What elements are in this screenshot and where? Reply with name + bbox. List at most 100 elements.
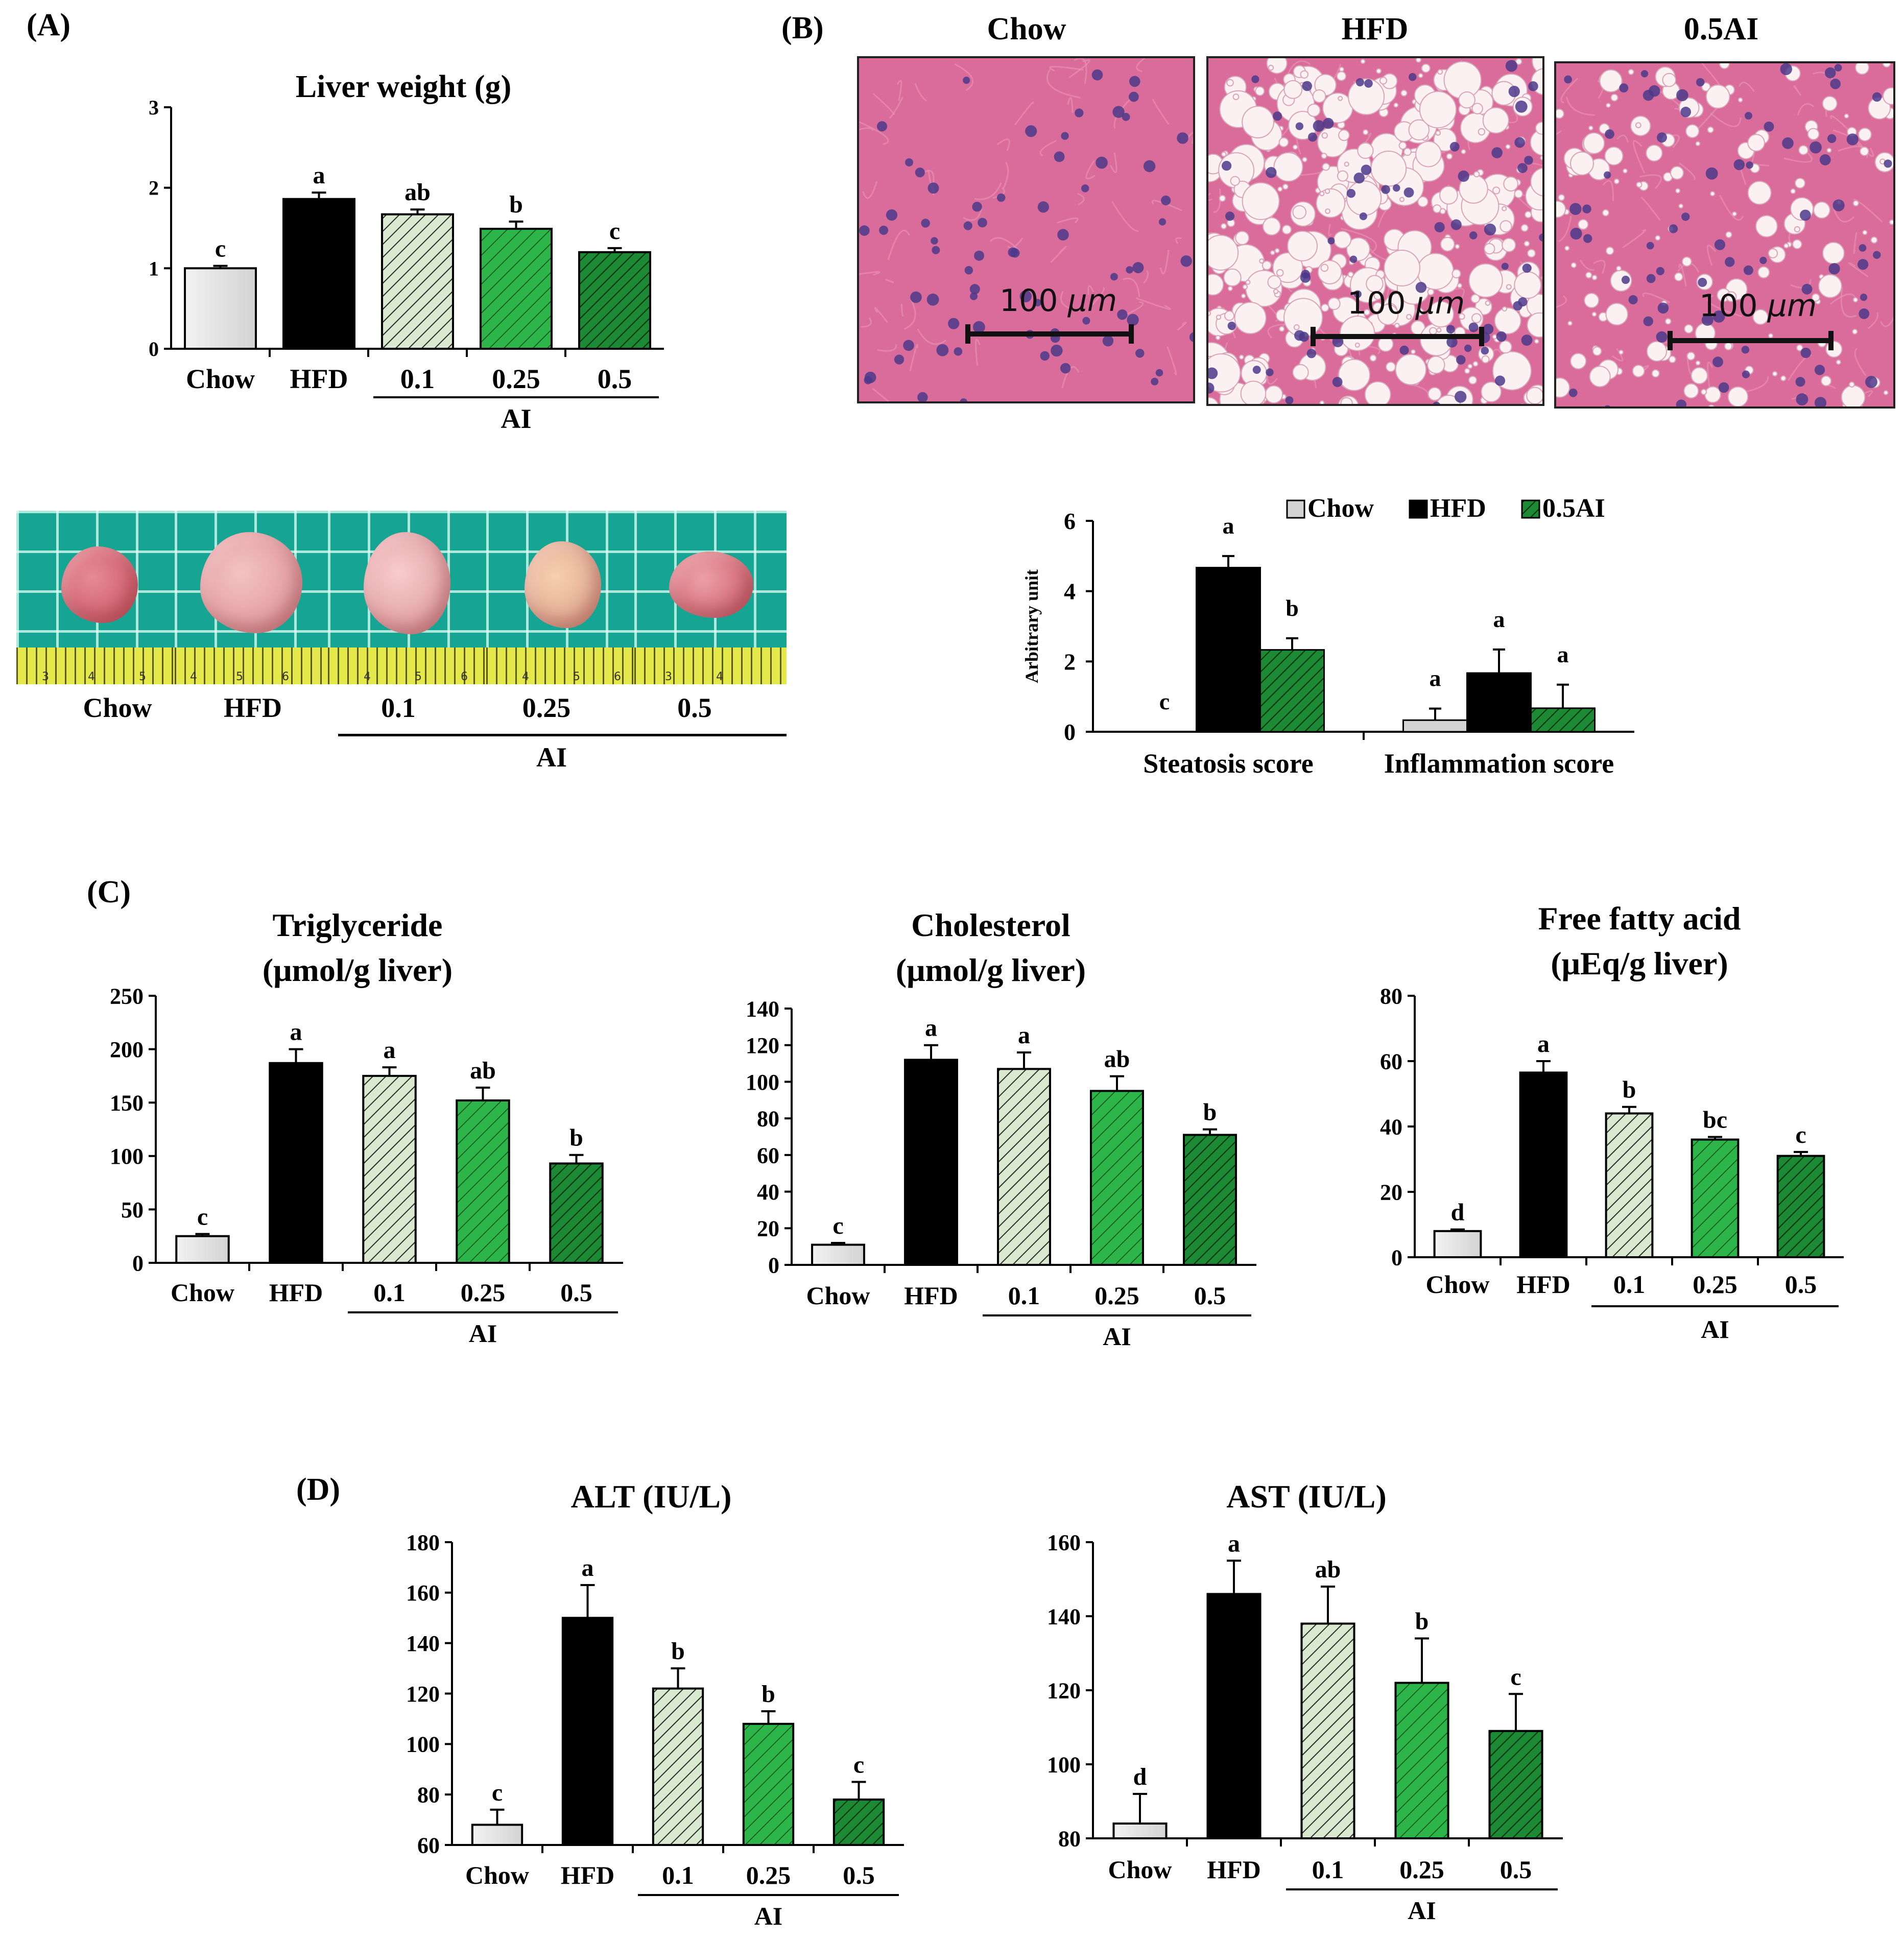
cell-nucleus bbox=[1456, 355, 1466, 365]
cell-nucleus bbox=[964, 266, 973, 275]
significance-letter: a bbox=[1493, 606, 1505, 632]
lipid-vacuole bbox=[1300, 70, 1308, 79]
cell-nucleus bbox=[1605, 129, 1614, 139]
lipid-vacuole bbox=[1220, 223, 1227, 230]
tissue-fiber bbox=[1060, 291, 1080, 311]
ai-label: AI bbox=[469, 1319, 497, 1348]
cell-nucleus bbox=[1189, 332, 1193, 342]
cell-nucleus bbox=[1034, 299, 1041, 307]
lipid-vacuole bbox=[1321, 303, 1329, 312]
lipid-vacuole bbox=[1701, 82, 1711, 92]
lipid-vacuole bbox=[1527, 312, 1542, 338]
lipid-vacuole bbox=[1470, 294, 1480, 304]
x-tick-label: HFD bbox=[290, 364, 348, 394]
cell-nucleus bbox=[1800, 347, 1811, 358]
cell-nucleus bbox=[1393, 184, 1400, 192]
lipid-vacuole bbox=[1369, 354, 1377, 362]
cell-nucleus bbox=[1057, 229, 1069, 241]
cell-nucleus bbox=[1656, 331, 1668, 343]
lipid-vacuole bbox=[1242, 106, 1274, 138]
lipid-vacuole bbox=[1616, 266, 1622, 272]
cell-nucleus bbox=[894, 354, 905, 365]
tissue-fiber bbox=[1719, 195, 1744, 221]
tissue-fiber bbox=[1110, 152, 1117, 173]
tissue-fiber bbox=[1123, 277, 1140, 297]
cell-nucleus bbox=[1251, 75, 1259, 83]
cell-nucleus bbox=[1810, 141, 1822, 154]
cell-nucleus bbox=[1469, 231, 1478, 239]
cell-nucleus bbox=[1568, 388, 1578, 397]
cell-nucleus bbox=[1355, 78, 1364, 87]
lipid-vacuole bbox=[1393, 102, 1399, 108]
cell-nucleus bbox=[1346, 188, 1356, 198]
lipid-vacuole bbox=[1421, 63, 1431, 73]
lipid-vacuole bbox=[1889, 219, 1893, 225]
lipid-vacuole bbox=[1882, 63, 1891, 68]
tissue-fiber bbox=[859, 121, 889, 145]
cell-nucleus bbox=[1712, 310, 1725, 323]
photo-label-chow: Chow bbox=[83, 692, 152, 723]
y-tick-label: 20 bbox=[757, 1216, 779, 1241]
significance-letter: a bbox=[290, 1019, 302, 1046]
cell-nucleus bbox=[1515, 100, 1528, 113]
histology-image-hfd: 100 μm bbox=[1206, 56, 1544, 406]
lipid-vacuole bbox=[1410, 349, 1416, 354]
tissue-fiber bbox=[996, 138, 1010, 151]
lipid-vacuole bbox=[1780, 375, 1787, 381]
cell-nucleus bbox=[1746, 161, 1753, 169]
tissue-fiber bbox=[885, 279, 894, 283]
cell-nucleus bbox=[1628, 295, 1638, 305]
cell-nucleus bbox=[927, 182, 939, 194]
y-tick-label: 20 bbox=[1380, 1180, 1402, 1205]
lipid-vacuole bbox=[1415, 307, 1424, 316]
y-tick-label: 2 bbox=[1064, 649, 1076, 675]
lipid-vacuole bbox=[1227, 285, 1233, 292]
significance-letter: c bbox=[609, 218, 620, 245]
cell-nucleus bbox=[1814, 397, 1827, 406]
bar bbox=[1090, 1090, 1144, 1266]
tissue-fiber bbox=[1208, 192, 1212, 201]
cell-nucleus bbox=[1564, 75, 1572, 84]
cell-nucleus bbox=[963, 221, 972, 230]
lipid-vacuole bbox=[1499, 340, 1512, 354]
cell-nucleus bbox=[1759, 256, 1767, 265]
tissue-fiber bbox=[1852, 138, 1874, 157]
tissue-fiber bbox=[861, 317, 872, 328]
lipid-vacuole bbox=[1724, 342, 1733, 351]
lipid-vacuole bbox=[1364, 381, 1391, 404]
cell-nucleus bbox=[1518, 297, 1528, 307]
cell-nucleus bbox=[886, 209, 898, 221]
x-tick-label: Chow bbox=[1108, 1855, 1172, 1884]
chart-title: (μEq/g liver) bbox=[1551, 945, 1728, 981]
tissue-fiber bbox=[900, 304, 904, 317]
tissue-fiber bbox=[1067, 97, 1074, 113]
cell-nucleus bbox=[1364, 79, 1373, 88]
lipid-vacuole bbox=[1524, 210, 1532, 219]
tissue-fiber bbox=[963, 208, 983, 221]
lipid-vacuole bbox=[1704, 386, 1721, 403]
lipid-vacuole bbox=[1502, 306, 1508, 312]
lipid-vacuole bbox=[1324, 188, 1330, 194]
bar bbox=[175, 1235, 230, 1264]
tissue-fiber bbox=[1797, 103, 1815, 116]
cell-nucleus bbox=[1834, 64, 1842, 71]
tissue-fiber bbox=[1616, 134, 1629, 143]
lipid-vacuole bbox=[1319, 191, 1325, 197]
bar bbox=[456, 1099, 510, 1264]
cell-nucleus bbox=[936, 344, 949, 356]
lipid-vacuole bbox=[1505, 144, 1511, 150]
significance-letter: ab bbox=[1104, 1046, 1130, 1073]
cell-nucleus bbox=[1252, 366, 1261, 374]
x-tick-label: Chow bbox=[806, 1281, 870, 1310]
chart-title: (μmol/g liver) bbox=[263, 952, 453, 988]
x-tick-label: 0.5 bbox=[1785, 1270, 1817, 1299]
lipid-vacuole bbox=[1293, 324, 1300, 330]
lipid-vacuole bbox=[1360, 59, 1366, 64]
lipid-vacuole bbox=[1346, 237, 1370, 261]
x-tick-label: 0.5 bbox=[560, 1278, 592, 1307]
lipid-vacuole bbox=[1451, 269, 1461, 279]
significance-letter: c bbox=[832, 1212, 843, 1239]
lipid-vacuole bbox=[1841, 385, 1866, 406]
bar bbox=[549, 1162, 604, 1264]
lipid-vacuole bbox=[1219, 195, 1226, 202]
